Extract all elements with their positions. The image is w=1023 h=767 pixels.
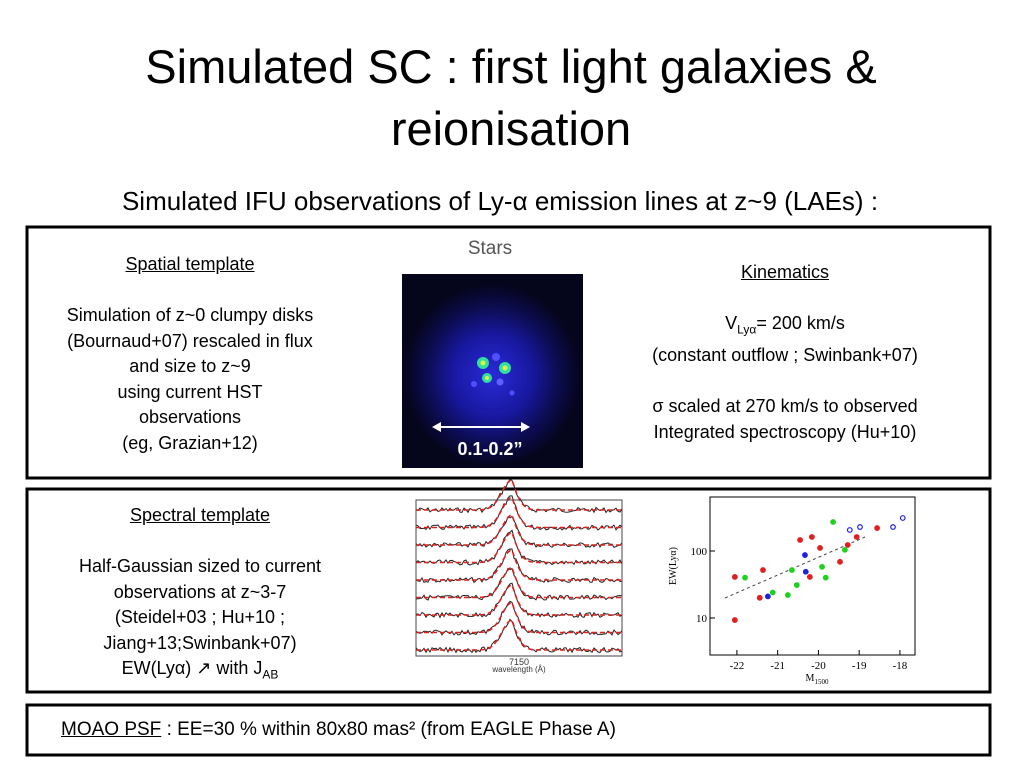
point — [857, 524, 863, 530]
point — [784, 592, 791, 598]
point — [802, 552, 808, 558]
x-tick-label: -22 — [730, 660, 745, 672]
y-tick-label: 100 — [691, 546, 708, 558]
point — [853, 534, 860, 540]
text-line: Jiang+13;Swinbank+07) — [103, 632, 297, 653]
spectrum-model — [416, 619, 622, 651]
spectral-heading: Spectral template — [129, 505, 271, 525]
spectra-frame — [415, 499, 623, 657]
scale-label: 0.1-0.2” — [457, 439, 523, 459]
x-tick-label: -21 — [770, 660, 785, 672]
text-line: (eg, Grazian+12) — [122, 432, 258, 453]
point — [808, 534, 815, 540]
scatter-plot: -22 -21 -20 -19 -18 10 100 EW(Lyα) M1500 — [668, 496, 916, 686]
spectrum-model — [416, 549, 622, 581]
spectrum-observed — [415, 548, 623, 584]
footer-text: : EE=30 % within 80x80 mas² (from EAGLE … — [161, 719, 616, 740]
text-line: and size to z~9 — [129, 356, 251, 376]
point — [874, 525, 880, 531]
x-label-main: M — [806, 673, 815, 684]
point — [731, 617, 738, 623]
point — [846, 527, 853, 533]
footer: MOAO PSF : EE=30 % within 80x80 mas² (fr… — [61, 719, 616, 741]
y-axis-label: EW(Lyα) — [668, 547, 679, 585]
spectrum-model — [416, 601, 622, 634]
point — [769, 589, 776, 596]
text-line: (Steidel+03 ; Hu+10 ; — [114, 607, 286, 627]
spectrum-model — [416, 566, 622, 599]
point — [837, 558, 843, 565]
point — [731, 574, 738, 580]
point — [756, 594, 763, 601]
x-tick-label: -19 — [852, 660, 867, 672]
spectra-image — [415, 478, 623, 670]
text-line: EW(Lyα) ↗ with J — [121, 658, 263, 678]
point — [830, 519, 836, 525]
point — [764, 593, 771, 600]
point — [819, 563, 825, 570]
text-line: using current HST — [117, 381, 263, 402]
x-label-sub: 1500 — [814, 678, 829, 686]
trend-line — [724, 536, 866, 599]
velocity: VLyα= 200 km/s — [725, 313, 845, 337]
text-line: (Bournaud+07) rescaled in flux — [67, 330, 313, 351]
stars-image — [402, 274, 583, 468]
spectra-x-tick: 7150 — [508, 657, 530, 667]
title-text: Simulated SC : first light galaxies & re… — [145, 40, 877, 155]
v-symbol: V — [725, 313, 738, 333]
spectrum-model — [416, 514, 622, 546]
spectrum-model — [416, 496, 622, 529]
spectrum-model — [416, 479, 622, 511]
point — [760, 567, 766, 573]
text-line: (constant outflow ; Swinbank+07) — [652, 345, 918, 366]
x-axis-label: M1500 — [806, 673, 829, 686]
text-line: Integrated spectroscopy (Hu+10) — [653, 421, 917, 442]
last-line: EW(Lyα) ↗ with JAB — [121, 658, 279, 682]
kinematics-text: Kinematics VLyα= 200 km/s (constant outf… — [652, 260, 918, 445]
spatial-text: Spatial template Simulation of z~0 clump… — [67, 252, 314, 456]
point — [822, 574, 829, 581]
point — [793, 582, 800, 588]
v-rest: = 200 km/s — [756, 313, 845, 333]
kinematics-heading: Kinematics — [740, 262, 830, 282]
point — [806, 574, 813, 580]
point — [802, 568, 809, 575]
point — [789, 567, 795, 573]
text-line: σ scaled at 270 km/s to observed — [652, 396, 918, 417]
text-line: observations at z~3-7 — [113, 581, 287, 602]
v-sub: Lyα — [737, 322, 757, 337]
spectra-x-label: wavelength (Å) — [492, 665, 546, 674]
point — [890, 524, 896, 530]
text-line: Half-Gaussian sized to current — [78, 556, 322, 576]
footer-box — [25, 703, 992, 757]
subtitle: Simulated IFU observations of Ly-α emiss… — [121, 186, 879, 216]
point — [817, 545, 823, 551]
y-tick-label: 10 — [696, 613, 708, 625]
image-title: Stars — [467, 238, 513, 259]
spectral-text: Spectral template Half-Gaussian sized to… — [79, 503, 321, 688]
spectral-box — [25, 487, 992, 694]
point — [842, 546, 848, 553]
point — [844, 542, 851, 548]
spatial-box — [25, 225, 992, 480]
footer-link: MOAO PSF — [61, 719, 162, 740]
point — [742, 574, 748, 581]
spatial-heading: Spatial template — [125, 254, 255, 274]
spectrum-model — [416, 584, 622, 616]
point — [797, 537, 803, 543]
x-tick-label: -20 — [811, 660, 826, 672]
text-line: observations — [138, 407, 242, 427]
text-sub: AB — [262, 667, 279, 682]
text-line: Simulation of z~0 clumpy disks — [66, 305, 314, 325]
x-tick-label: -18 — [893, 660, 908, 672]
plot-frame — [709, 496, 916, 656]
spectrum-model — [416, 531, 622, 564]
slide-title: Simulated SC : first light galaxies & re… — [61, 36, 961, 160]
point — [899, 515, 906, 521]
